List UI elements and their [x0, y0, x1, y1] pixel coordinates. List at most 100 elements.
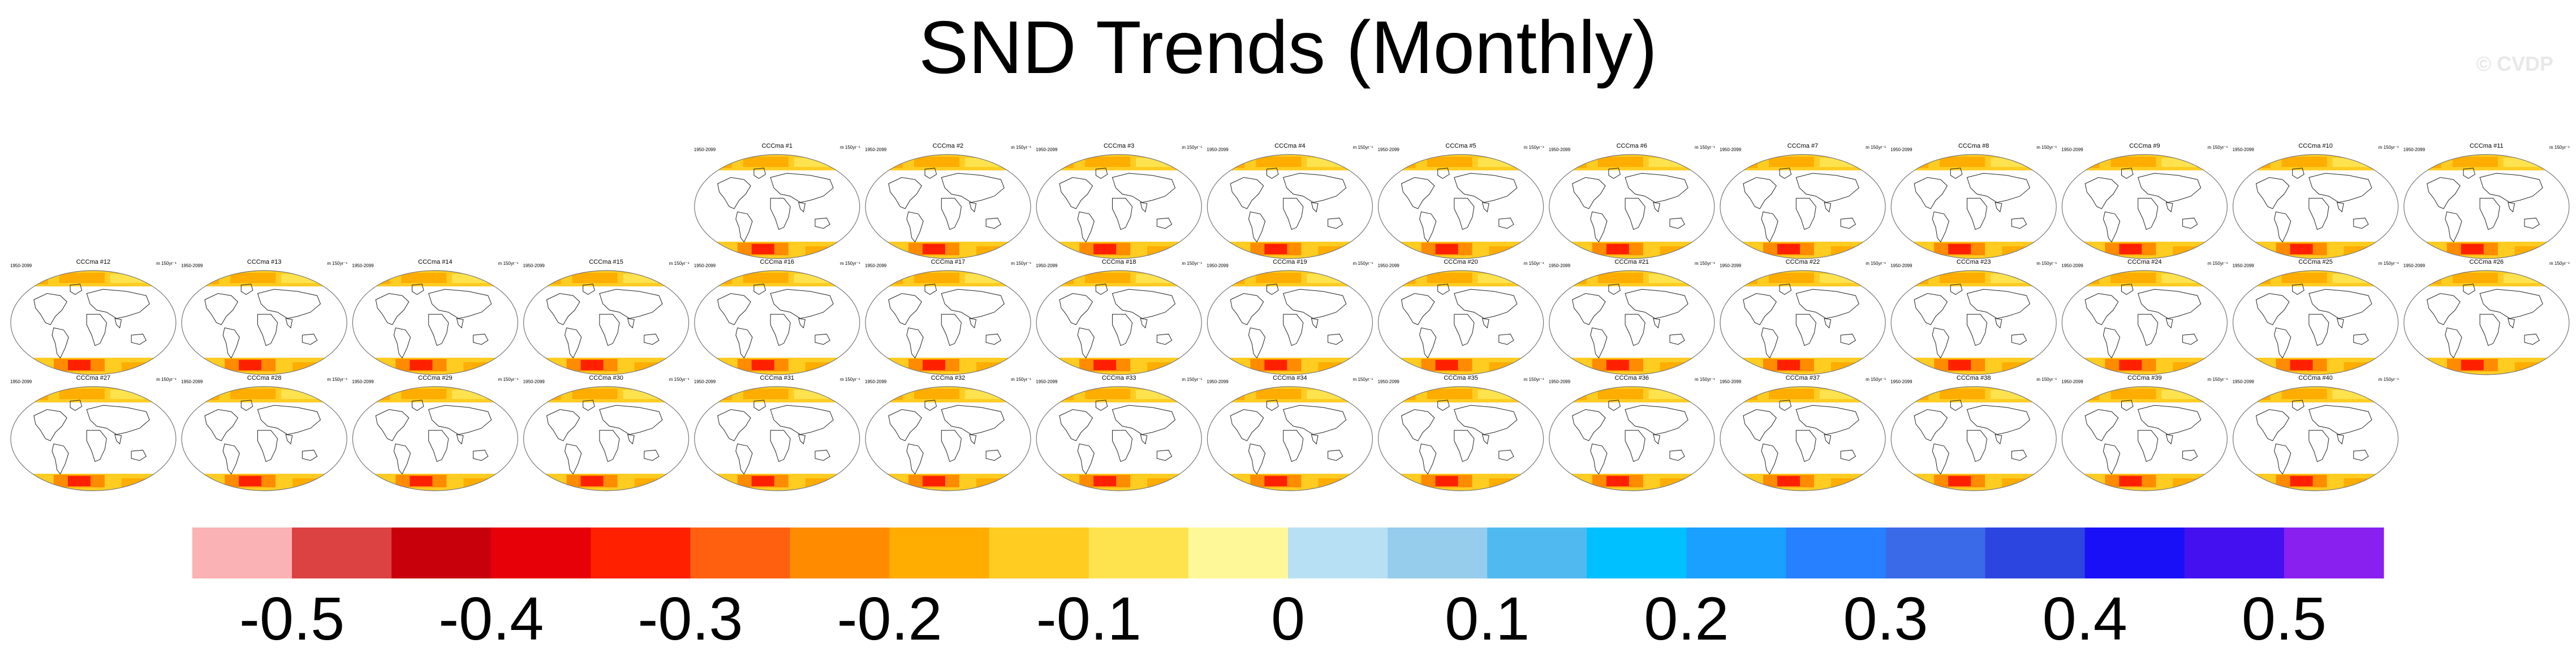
panel-units: m 150yr⁻¹ — [1524, 377, 1544, 382]
map-border — [1890, 270, 2057, 375]
panel-title: CCCma #9 — [2129, 143, 2160, 149]
coastline — [1156, 217, 1173, 229]
coastline — [735, 211, 753, 243]
coastline — [1454, 198, 1475, 230]
coastline — [1995, 201, 2002, 213]
panel-period: 1950-2099 — [10, 379, 32, 384]
coastline — [1112, 289, 1176, 319]
coastline — [1950, 168, 1963, 179]
coastline — [1140, 201, 1148, 213]
panel-title: CCCma #27 — [76, 375, 111, 381]
colorbar-swatch — [192, 528, 292, 578]
panel-title: CCCma #4 — [1274, 143, 1305, 149]
panel-title: CCCma #20 — [1444, 259, 1478, 265]
coastline — [599, 289, 663, 319]
coastline — [1572, 409, 1606, 441]
coastline — [1967, 314, 1988, 346]
coastline — [1140, 434, 1148, 445]
panel-title: CCCma #24 — [2127, 259, 2162, 265]
coastline — [941, 405, 1005, 435]
coastline — [2308, 405, 2372, 435]
coastline — [1590, 443, 1608, 475]
coastline — [985, 217, 1002, 229]
coastline — [2165, 434, 2173, 445]
panel-title: CCCma #15 — [589, 259, 623, 265]
coastline — [1248, 327, 1266, 359]
coastline — [1095, 284, 1108, 295]
panel-period: 1950-2099 — [1549, 263, 1571, 268]
coastline — [717, 409, 751, 441]
panel-units: m 150yr⁻¹ — [327, 377, 347, 382]
coastline — [1401, 177, 1435, 209]
coastline — [2445, 327, 2462, 359]
coastline — [1840, 333, 1856, 345]
panel-period: 1950-2099 — [2061, 379, 2083, 384]
colorbar-swatch — [1686, 528, 1786, 578]
panel-period: 1950-2099 — [2233, 147, 2255, 152]
panel-units: m 150yr⁻¹ — [1182, 261, 1202, 266]
coastline — [2292, 400, 2304, 411]
coastline — [753, 284, 766, 295]
panel-period: 1950-2099 — [181, 263, 203, 268]
coastline — [1140, 318, 1148, 329]
panel-units: m 150yr⁻¹ — [1695, 145, 1715, 150]
coastline — [257, 430, 278, 462]
coastline — [2479, 173, 2543, 203]
coastline — [2138, 198, 2159, 230]
coastline — [1967, 430, 1988, 462]
map-panel: CCCma #6 1950-2099 m 150yr⁻¹ — [1549, 143, 1715, 259]
coastline — [599, 314, 620, 346]
coastline — [2524, 333, 2540, 345]
coastline — [86, 314, 107, 346]
coastline — [1283, 173, 1347, 203]
coastline — [798, 434, 805, 445]
coastline — [2463, 284, 2475, 295]
map-border — [1720, 386, 1886, 491]
coastline — [2103, 443, 2121, 475]
coastline — [301, 333, 318, 345]
coastline — [1077, 327, 1095, 359]
map-border — [694, 270, 860, 375]
colorbar-tick-label: 0.3 — [1843, 584, 1928, 653]
coastline — [2274, 211, 2291, 243]
map-border — [181, 270, 347, 375]
coastline — [2336, 201, 2344, 213]
colorbar-swatch — [690, 528, 791, 578]
coastline — [2308, 289, 2372, 319]
coastline — [2508, 201, 2515, 213]
panel-units: m 150yr⁻¹ — [1353, 145, 1373, 150]
panel-period: 1950-2099 — [865, 263, 887, 268]
map-border — [2061, 386, 2228, 491]
panel-period: 1950-2099 — [1890, 147, 1912, 152]
coastline — [257, 289, 321, 319]
coastline — [222, 443, 240, 475]
panel-units: m 150yr⁻¹ — [2549, 261, 2570, 266]
coastline — [1454, 405, 1518, 435]
panel-title: CCCma #19 — [1273, 259, 1307, 265]
coastline — [257, 314, 278, 346]
coastline — [1669, 449, 1685, 461]
colorbar-tick-label: -0.3 — [637, 584, 743, 653]
coastline — [2138, 173, 2202, 203]
coastline — [1625, 405, 1688, 435]
map-border — [694, 386, 860, 491]
panel-title: CCCma #21 — [1615, 259, 1649, 265]
panel-units: m 150yr⁻¹ — [1353, 377, 1373, 382]
coastline — [1454, 314, 1475, 346]
panel-units: m 150yr⁻¹ — [156, 377, 176, 382]
coastline — [1230, 293, 1264, 325]
coastline — [1112, 198, 1133, 230]
coastline — [583, 284, 595, 295]
panel-period: 1950-2099 — [1549, 379, 1571, 384]
panel-period: 1950-2099 — [1207, 263, 1229, 268]
coastline — [1779, 284, 1792, 295]
coastline — [473, 333, 489, 345]
coastline — [2084, 177, 2119, 209]
panel-period: 1950-2099 — [1036, 379, 1058, 384]
map-border — [1378, 386, 1544, 491]
panel-period: 1950-2099 — [1378, 379, 1400, 384]
coastline — [2103, 327, 2121, 359]
coastline — [456, 434, 464, 445]
coastline — [1743, 409, 1777, 441]
panel-units: m 150yr⁻¹ — [1866, 377, 1886, 382]
